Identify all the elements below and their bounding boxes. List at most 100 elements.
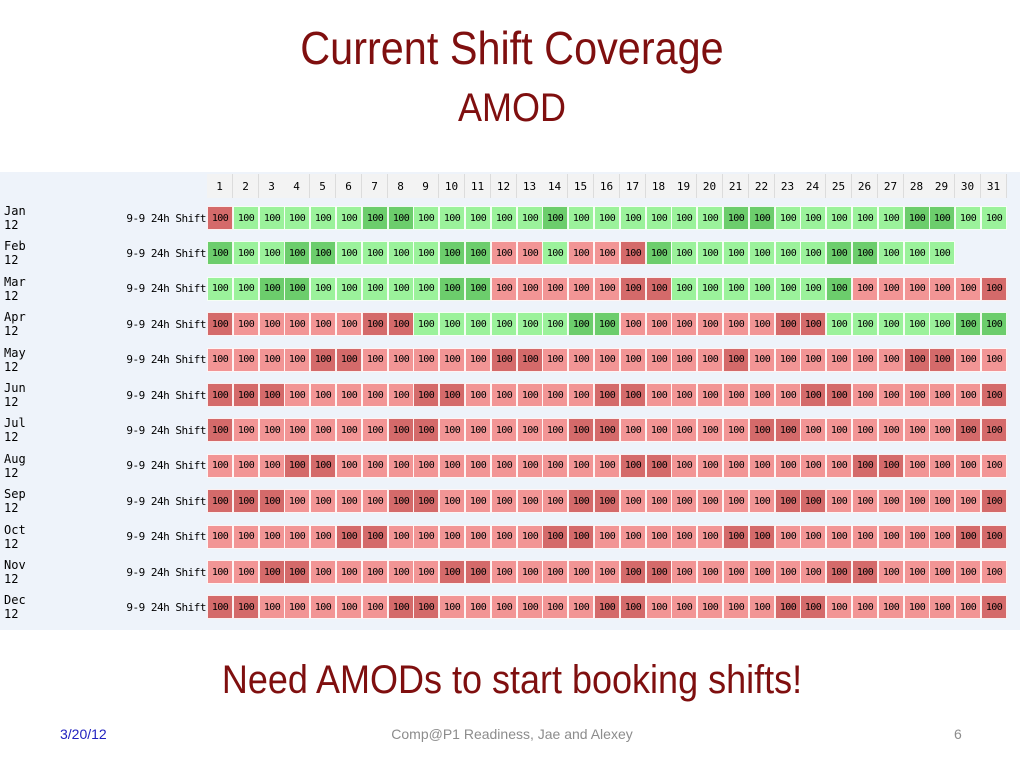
coverage-cell: 100 (775, 276, 801, 301)
coverage-cell: 100 (749, 383, 775, 407)
coverage-cell: 100 (723, 418, 749, 443)
coverage-cell: 100 (362, 453, 388, 478)
coverage-cell: 100 (284, 489, 310, 514)
coverage-cell: 100 (955, 383, 981, 407)
coverage-cell: 100 (826, 383, 852, 407)
coverage-cell: 100 (800, 206, 826, 230)
coverage-cell: 100 (207, 418, 233, 443)
coverage-cell: 100 (568, 595, 594, 620)
coverage-cell: 100 (955, 418, 981, 443)
coverage-cell: 100 (310, 595, 336, 620)
coverage-cell: 100 (413, 489, 439, 514)
coverage-cell: 100 (981, 347, 1007, 372)
coverage-cell: 100 (671, 347, 697, 372)
coverage-cell: 100 (646, 453, 672, 478)
coverage-cell: 100 (749, 241, 775, 266)
coverage-cell: 100 (800, 595, 826, 620)
coverage-cell: 100 (233, 418, 259, 443)
coverage-cell: 100 (310, 383, 336, 407)
coverage-cell: 100 (439, 595, 465, 620)
coverage-cell: 100 (955, 524, 981, 549)
coverage-cell: 100 (542, 560, 568, 584)
coverage-cell: 100 (491, 206, 517, 230)
coverage-cell: 100 (542, 347, 568, 372)
coverage-cell: 100 (775, 418, 801, 443)
coverage-cell: 100 (542, 276, 568, 301)
coverage-cell: 100 (620, 489, 646, 514)
coverage-cell: 100 (594, 453, 620, 478)
coverage-cell: 100 (336, 241, 362, 266)
coverage-cell: 100 (904, 206, 930, 230)
coverage-cell: 100 (671, 453, 697, 478)
coverage-cell: 100 (259, 383, 285, 407)
coverage-cell: 100 (568, 347, 594, 372)
day-header: 17 (620, 174, 646, 198)
month-label: Aug 12 (4, 451, 26, 480)
coverage-cell: 100 (207, 206, 233, 230)
coverage-cell: 100 (284, 312, 310, 337)
coverage-cell: 100 (749, 560, 775, 584)
coverage-cell: 100 (439, 383, 465, 407)
coverage-cell: 100 (904, 241, 930, 266)
coverage-cell: 100 (852, 560, 878, 584)
coverage-cell: 100 (388, 489, 414, 514)
coverage-cell: 100 (723, 276, 749, 301)
footer-title: Comp@P1 Readiness, Jae and Alexey (391, 726, 633, 742)
call-to-action-text: Need AMODs to start booking shifts! (221, 658, 803, 702)
coverage-cell: 100 (594, 595, 620, 620)
coverage-cell: 100 (723, 206, 749, 230)
coverage-cell: 100 (362, 276, 388, 301)
coverage-cell: 100 (207, 595, 233, 620)
coverage-cell: 100 (233, 312, 259, 337)
day-header: 3 (259, 174, 285, 198)
coverage-cell: 100 (929, 560, 955, 584)
coverage-cell: 100 (388, 453, 414, 478)
coverage-cell: 100 (207, 524, 233, 549)
coverage-cell: 100 (491, 383, 517, 407)
coverage-cell: 100 (568, 524, 594, 549)
coverage-cell: 100 (259, 560, 285, 584)
day-header: 16 (594, 174, 620, 198)
shift-label: 9-9 24h Shift (126, 211, 206, 225)
coverage-cell: 100 (413, 276, 439, 301)
coverage-cell: 100 (749, 206, 775, 230)
day-header: 18 (646, 174, 672, 198)
coverage-cell: 100 (981, 206, 1007, 230)
coverage-cell: 100 (826, 312, 852, 337)
coverage-cell: 100 (517, 418, 543, 443)
coverage-cell: 100 (284, 595, 310, 620)
coverage-cell: 100 (259, 595, 285, 620)
coverage-cell: 100 (904, 453, 930, 478)
coverage-cell: 100 (620, 347, 646, 372)
month-label: Mar 12 (4, 274, 26, 303)
coverage-cell: 100 (517, 560, 543, 584)
coverage-cell: 100 (723, 489, 749, 514)
day-header: 15 (568, 174, 594, 198)
coverage-cell: 100 (259, 312, 285, 337)
coverage-cell: 100 (413, 524, 439, 549)
month-label: Feb 12 (4, 239, 26, 268)
coverage-cell: 100 (646, 347, 672, 372)
coverage-cell: 100 (517, 595, 543, 620)
coverage-cell: 100 (259, 524, 285, 549)
coverage-cell: 100 (646, 383, 672, 407)
coverage-cell: 100 (465, 489, 491, 514)
shift-label: 9-9 24h Shift (126, 246, 206, 260)
coverage-cell: 100 (646, 241, 672, 266)
coverage-cell: 100 (310, 418, 336, 443)
coverage-cell: 100 (284, 206, 310, 230)
coverage-cell: 100 (929, 347, 955, 372)
coverage-cell: 100 (542, 595, 568, 620)
day-header: 24 (800, 174, 826, 198)
coverage-cell: 100 (259, 489, 285, 514)
month-label: Jan 12 (4, 204, 26, 232)
coverage-cell: 100 (388, 276, 414, 301)
coverage-cell: 100 (646, 524, 672, 549)
coverage-cell: 100 (336, 206, 362, 230)
coverage-cell: 100 (362, 241, 388, 266)
coverage-cell: 100 (413, 418, 439, 443)
coverage-cell: 100 (465, 312, 491, 337)
shift-label: 9-9 24h Shift (126, 565, 206, 579)
day-header: 29 (929, 174, 955, 198)
coverage-cell: 100 (207, 312, 233, 337)
